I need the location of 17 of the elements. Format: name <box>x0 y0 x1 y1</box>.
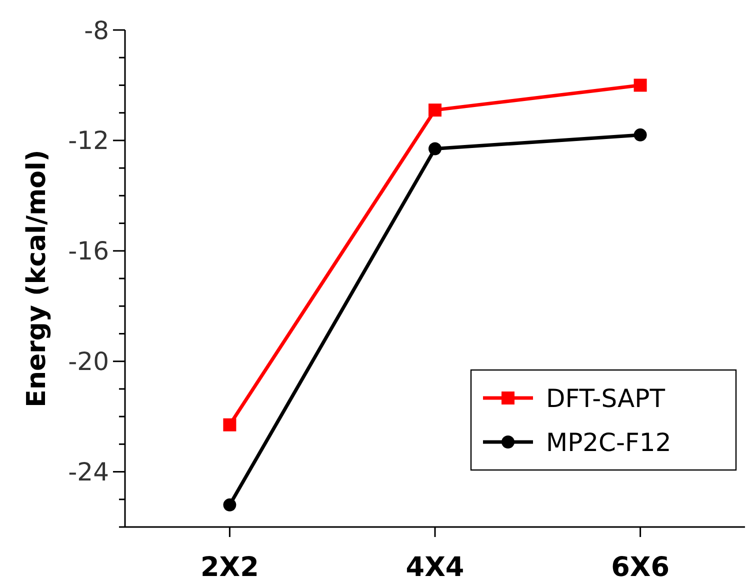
point <box>223 498 236 512</box>
y-tick-label: -20 <box>68 347 109 376</box>
point <box>428 142 442 156</box>
point <box>428 104 442 117</box>
point <box>634 78 647 92</box>
x-tick-label: 4X4 <box>406 552 464 583</box>
y-tick-label: -8 <box>84 16 109 45</box>
x-tick-label: 6X6 <box>611 552 670 583</box>
y-tick-label: -24 <box>68 458 109 487</box>
y-tick-label: -16 <box>68 236 109 266</box>
x-tick-label: 2X2 <box>200 552 259 583</box>
legend-label: DFT-SAPT <box>546 384 666 413</box>
y-tick-label: -12 <box>68 126 109 156</box>
legend-label: MP2C-F12 <box>546 428 672 457</box>
point <box>223 418 236 432</box>
y-axis-title: Energy (kcal/mol) <box>22 150 52 408</box>
point <box>634 128 647 142</box>
